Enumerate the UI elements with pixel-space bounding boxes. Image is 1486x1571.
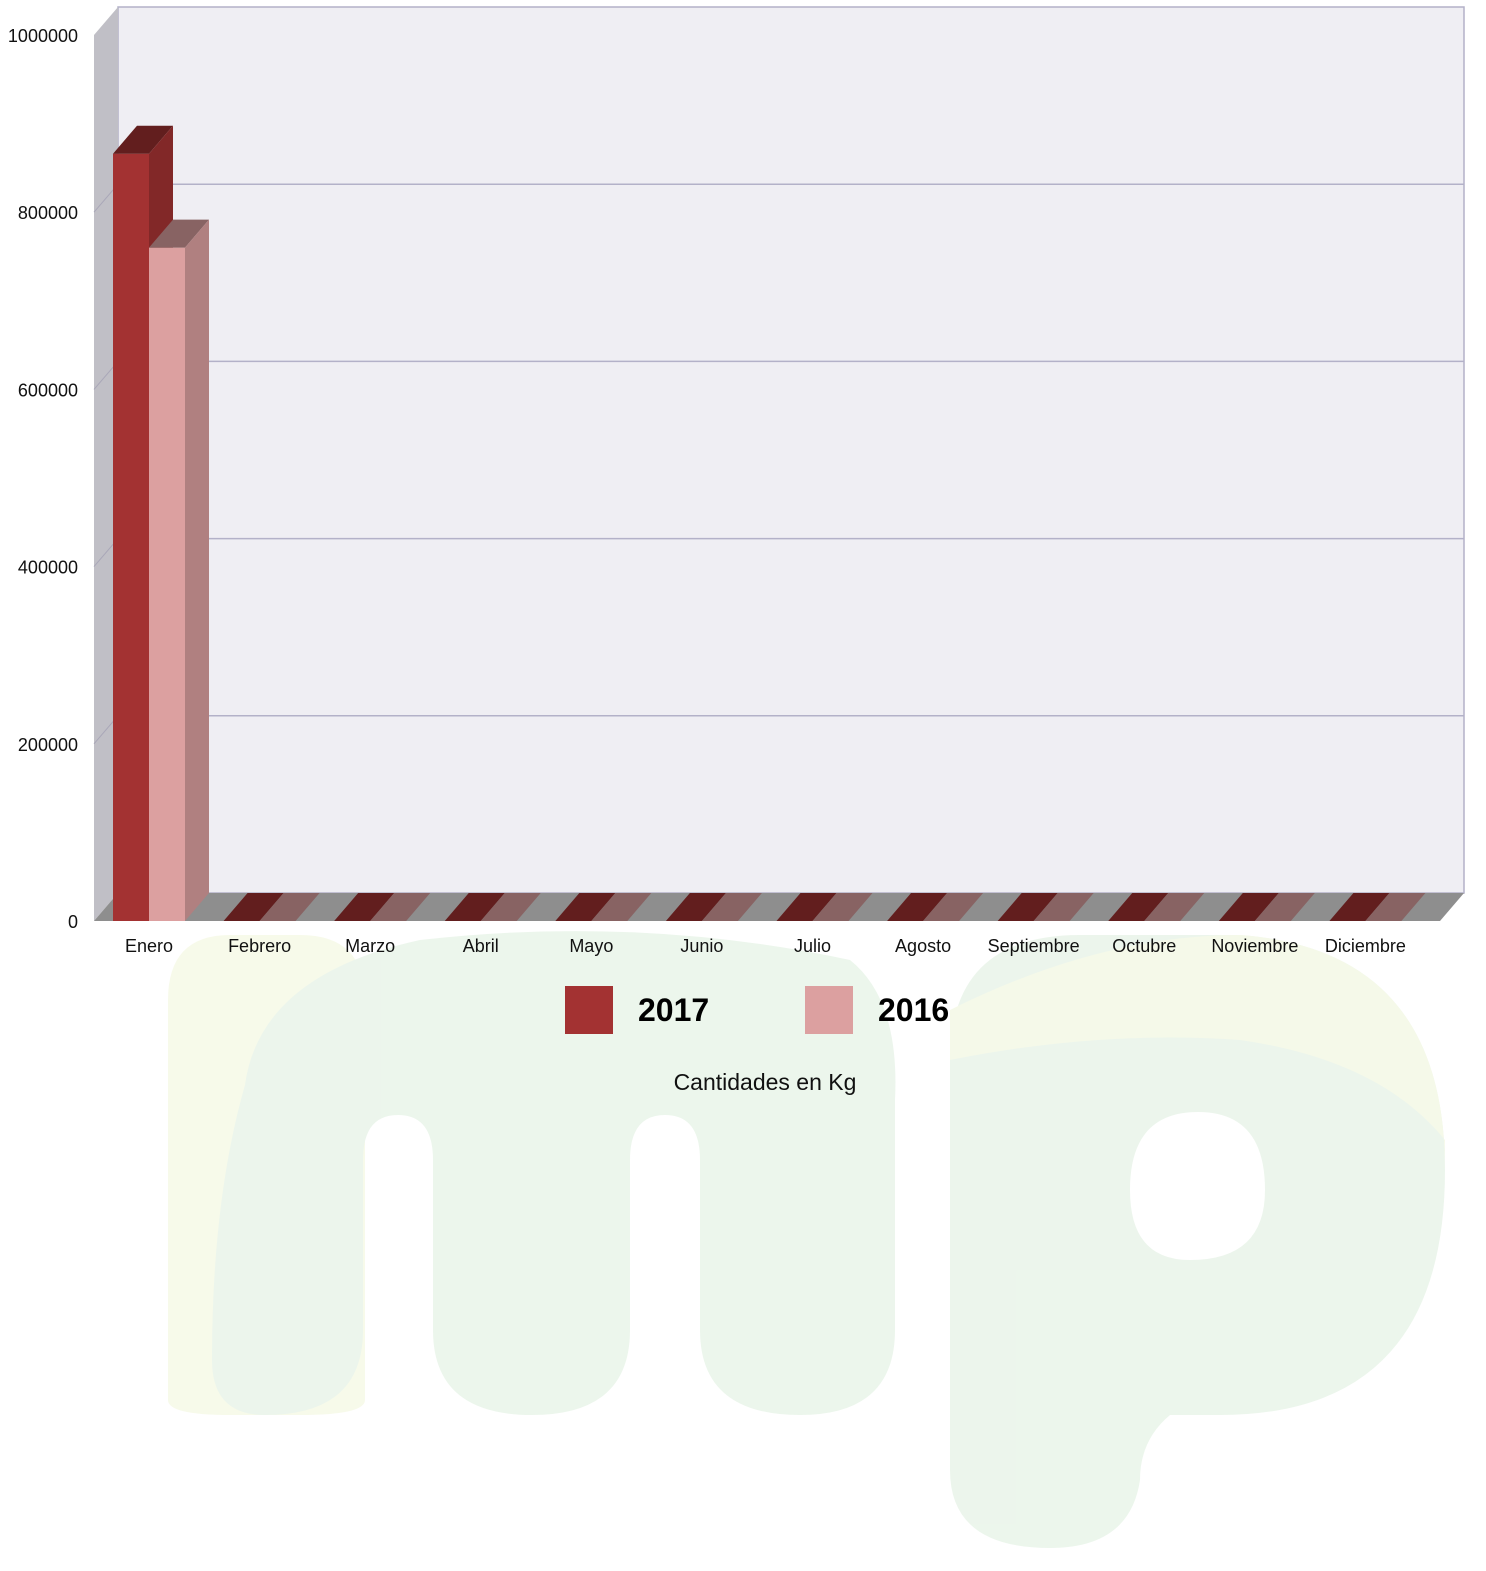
bar-top (1329, 893, 1390, 921)
x-tick-label: Diciembre (1325, 936, 1406, 956)
bar-2016-Enero (149, 219, 209, 921)
bar-2017-Abril (444, 893, 505, 921)
bar-top (1218, 893, 1279, 921)
bar-top (444, 893, 505, 921)
bar-top (334, 893, 395, 921)
bar-top (1144, 893, 1205, 921)
bar-2016-Abril (480, 893, 541, 921)
bar-2016-Diciembre (1365, 893, 1426, 921)
bar-top (591, 893, 652, 921)
bar-2016-Mayo (591, 893, 652, 921)
y-tick-label: 600000 (18, 380, 78, 400)
bar-top (1108, 893, 1169, 921)
x-tick-label: Septiembre (988, 936, 1080, 956)
bar-top (149, 219, 209, 248)
x-tick-label: Julio (794, 936, 831, 956)
bar-top (997, 893, 1058, 921)
bar-2017-Febrero (223, 893, 284, 921)
y-tick-label: 800000 (18, 203, 78, 223)
bar-2016-Junio (701, 893, 762, 921)
bar-top (555, 893, 616, 921)
bar-2016-Septiembre (1033, 893, 1094, 921)
x-tick-label: Noviembre (1211, 936, 1298, 956)
y-axis-tick-labels: 0 200000 400000 600000 800000 1000000 (8, 26, 78, 932)
bar-2016-Octubre (1144, 893, 1205, 921)
x-tick-label: Octubre (1112, 936, 1176, 956)
back-wall (117, 6, 1465, 894)
bar-side (185, 219, 209, 921)
bar-top (370, 893, 431, 921)
legend-label-2016: 2016 (878, 992, 949, 1028)
bar-top (776, 893, 837, 921)
bar-2017-Septiembre (997, 893, 1058, 921)
bar-2016-Noviembre (1254, 893, 1315, 921)
y-tick-label: 0 (68, 912, 78, 932)
bar-top (113, 125, 173, 154)
bar-top (887, 893, 948, 921)
bar-top (1365, 893, 1426, 921)
bar-2016-Marzo (370, 893, 431, 921)
mp-logo-watermark (168, 931, 1445, 1548)
bars (113, 125, 1426, 921)
bar-top (480, 893, 541, 921)
bar-top (665, 893, 726, 921)
bar-2017-Diciembre (1329, 893, 1390, 921)
y-tick-label: 400000 (18, 558, 78, 578)
bar-top (923, 893, 984, 921)
bar-2017-Mayo (555, 893, 616, 921)
x-tick-label: Enero (125, 936, 173, 956)
bar-2017-Marzo (334, 893, 395, 921)
x-axis-label: Cantidades en Kg (674, 1069, 857, 1095)
bar-2017-Noviembre (1218, 893, 1279, 921)
x-tick-label: Marzo (345, 936, 395, 956)
chart-walls (94, 6, 1465, 921)
bar-front (149, 247, 185, 921)
bar-top (1254, 893, 1315, 921)
bar-2017-Julio (776, 893, 837, 921)
bar-top (701, 893, 762, 921)
x-tick-label: Abril (463, 936, 499, 956)
bar-2017-Octubre (1108, 893, 1169, 921)
bar-2016-Agosto (923, 893, 984, 921)
bar-2016-Febrero (259, 893, 320, 921)
bar-top (223, 893, 284, 921)
bar-2017-Junio (665, 893, 726, 921)
legend-swatch-2016 (805, 986, 853, 1034)
legend-swatch-2017 (565, 986, 613, 1034)
y-tick-label: 200000 (18, 735, 78, 755)
legend: 2017 2016 (565, 986, 949, 1034)
y-tick-label: 1000000 (8, 26, 78, 46)
bar-top (1033, 893, 1094, 921)
x-axis-tick-labels: Enero Febrero Marzo Abril Mayo Junio Julio Agos… (125, 936, 1406, 956)
x-tick-label: Junio (680, 936, 723, 956)
bar-2016-Julio (812, 893, 873, 921)
x-tick-label: Agosto (895, 936, 951, 956)
bar-top (259, 893, 320, 921)
x-tick-label: Febrero (228, 936, 291, 956)
bar-front (113, 153, 149, 921)
side-wall (94, 7, 118, 921)
bar-2017-Agosto (887, 893, 948, 921)
bar-top (812, 893, 873, 921)
legend-label-2017: 2017 (638, 992, 709, 1028)
x-tick-label: Mayo (569, 936, 613, 956)
